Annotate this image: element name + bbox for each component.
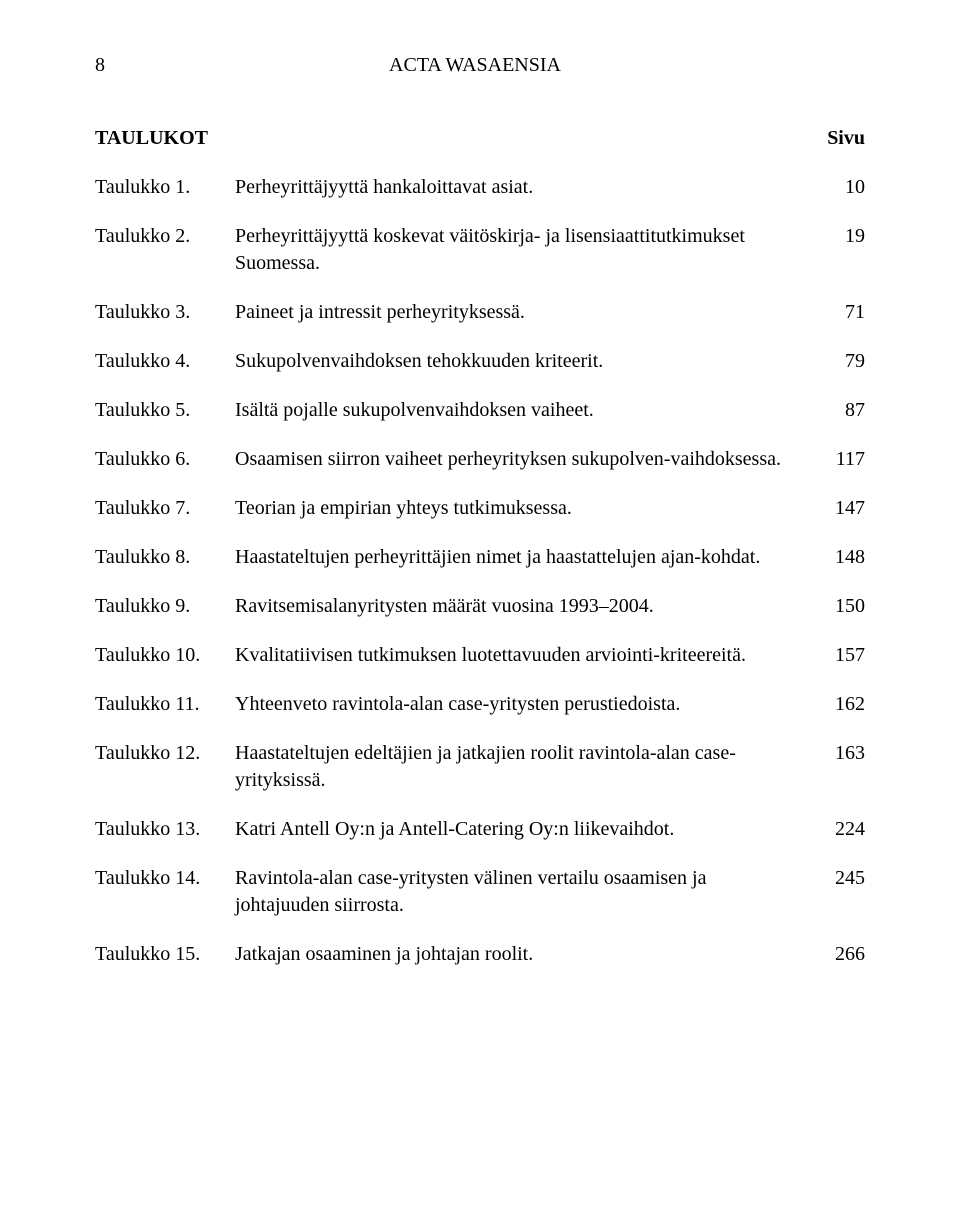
- page-number: 8: [95, 52, 105, 79]
- entry-description: Yhteenveto ravintola-alan case-yritysten…: [235, 691, 805, 718]
- entry-description: Haastateltujen edeltäjien ja jatkajien r…: [235, 740, 805, 794]
- entry-page: 157: [805, 642, 865, 669]
- entry-page: 266: [805, 941, 865, 968]
- toc-entry: Taulukko 14.Ravintola-alan case-yrityste…: [95, 865, 865, 919]
- entry-label: Taulukko 12.: [95, 740, 235, 767]
- entry-page: 147: [805, 495, 865, 522]
- entry-label: Taulukko 8.: [95, 544, 235, 571]
- toc-entry: Taulukko 11.Yhteenveto ravintola-alan ca…: [95, 691, 865, 718]
- toc-entry: Taulukko 6.Osaamisen siirron vaiheet per…: [95, 446, 865, 473]
- entry-description: Haastateltujen perheyrittäjien nimet ja …: [235, 544, 805, 571]
- entry-page: 10: [805, 174, 865, 201]
- toc-entry: Taulukko 1.Perheyrittäjyyttä hankaloitta…: [95, 174, 865, 201]
- entry-description: Sukupolvenvaihdoksen tehokkuuden kriteer…: [235, 348, 805, 375]
- entry-label: Taulukko 7.: [95, 495, 235, 522]
- entry-description: Kvalitatiivisen tutkimuksen luotettavuud…: [235, 642, 805, 669]
- entry-label: Taulukko 14.: [95, 865, 235, 892]
- entry-description: Teorian ja empirian yhteys tutkimuksessa…: [235, 495, 805, 522]
- entry-description: Isältä pojalle sukupolvenvaihdoksen vaih…: [235, 397, 805, 424]
- list-heading-row: TAULUKOT Sivu: [95, 125, 865, 152]
- entry-page: 71: [805, 299, 865, 326]
- entry-description: Jatkajan osaaminen ja johtajan roolit.: [235, 941, 805, 968]
- entry-label: Taulukko 4.: [95, 348, 235, 375]
- entry-label: Taulukko 1.: [95, 174, 235, 201]
- toc-entry: Taulukko 7.Teorian ja empirian yhteys tu…: [95, 495, 865, 522]
- toc-entry: Taulukko 2.Perheyrittäjyyttä koskevat vä…: [95, 223, 865, 277]
- toc-entry: Taulukko 4.Sukupolvenvaihdoksen tehokkuu…: [95, 348, 865, 375]
- toc-entry: Taulukko 8.Haastateltujen perheyrittäjie…: [95, 544, 865, 571]
- entry-label: Taulukko 3.: [95, 299, 235, 326]
- toc-entry: Taulukko 3.Paineet ja intressit perheyri…: [95, 299, 865, 326]
- entry-page: 163: [805, 740, 865, 767]
- entry-description: Katri Antell Oy:n ja Antell-Catering Oy:…: [235, 816, 805, 843]
- entry-label: Taulukko 6.: [95, 446, 235, 473]
- entry-page: 79: [805, 348, 865, 375]
- entry-page: 224: [805, 816, 865, 843]
- entry-label: Taulukko 2.: [95, 223, 235, 250]
- entry-description: Paineet ja intressit perheyrityksessä.: [235, 299, 805, 326]
- entry-page: 162: [805, 691, 865, 718]
- entry-description: Ravitsemisalanyritysten määrät vuosina 1…: [235, 593, 805, 620]
- entry-page: 148: [805, 544, 865, 571]
- entry-page: 117: [805, 446, 865, 473]
- entry-label: Taulukko 10.: [95, 642, 235, 669]
- entry-label: Taulukko 13.: [95, 816, 235, 843]
- toc-entry: Taulukko 9.Ravitsemisalanyritysten määrä…: [95, 593, 865, 620]
- list-title: TAULUKOT: [95, 125, 235, 152]
- entry-label: Taulukko 5.: [95, 397, 235, 424]
- toc-entry: Taulukko 12.Haastateltujen edeltäjien ja…: [95, 740, 865, 794]
- entry-page: 245: [805, 865, 865, 892]
- entry-page: 87: [805, 397, 865, 424]
- entry-label: Taulukko 9.: [95, 593, 235, 620]
- toc-entry: Taulukko 10.Kvalitatiivisen tutkimuksen …: [95, 642, 865, 669]
- running-head: ACTA WASAENSIA: [105, 52, 845, 79]
- entry-description: Ravintola-alan case-yritysten välinen ve…: [235, 865, 805, 919]
- entry-description: Perheyrittäjyyttä koskevat väitöskirja- …: [235, 223, 805, 277]
- toc-entry: Taulukko 15.Jatkajan osaaminen ja johtaj…: [95, 941, 865, 968]
- entry-page: 19: [805, 223, 865, 250]
- entry-label: Taulukko 15.: [95, 941, 235, 968]
- entry-description: Osaamisen siirron vaiheet perheyrityksen…: [235, 446, 805, 473]
- entries-list: Taulukko 1.Perheyrittäjyyttä hankaloitta…: [95, 174, 865, 968]
- toc-entry: Taulukko 13.Katri Antell Oy:n ja Antell-…: [95, 816, 865, 843]
- entry-page: 150: [805, 593, 865, 620]
- page-header: 8 ACTA WASAENSIA: [95, 52, 865, 79]
- page-column-heading: Sivu: [805, 125, 865, 152]
- toc-entry: Taulukko 5.Isältä pojalle sukupolvenvaih…: [95, 397, 865, 424]
- entry-description: Perheyrittäjyyttä hankaloittavat asiat.: [235, 174, 805, 201]
- entry-label: Taulukko 11.: [95, 691, 235, 718]
